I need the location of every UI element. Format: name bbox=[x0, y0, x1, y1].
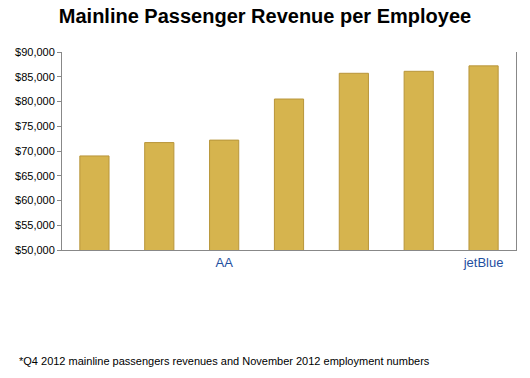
svg-text:$75,000: $75,000 bbox=[15, 120, 55, 132]
svg-text:$85,000: $85,000 bbox=[15, 71, 55, 83]
svg-text:$65,000: $65,000 bbox=[15, 170, 55, 182]
svg-text:$60,000: $60,000 bbox=[15, 194, 55, 206]
svg-text:$80,000: $80,000 bbox=[15, 95, 55, 107]
svg-text:$90,000: $90,000 bbox=[15, 46, 55, 58]
svg-text:*Q4 2012 mainline passengers r: *Q4 2012 mainline passengers revenues an… bbox=[19, 355, 430, 367]
svg-text:$50,000: $50,000 bbox=[15, 244, 55, 256]
svg-text:AA: AA bbox=[215, 255, 233, 270]
svg-text:$70,000: $70,000 bbox=[15, 145, 55, 157]
svg-text:jetBlue: jetBlue bbox=[463, 255, 504, 270]
svg-text:Mainline Passenger Revenue per: Mainline Passenger Revenue per Employee bbox=[59, 5, 471, 27]
svg-text:$55,000: $55,000 bbox=[15, 219, 55, 231]
